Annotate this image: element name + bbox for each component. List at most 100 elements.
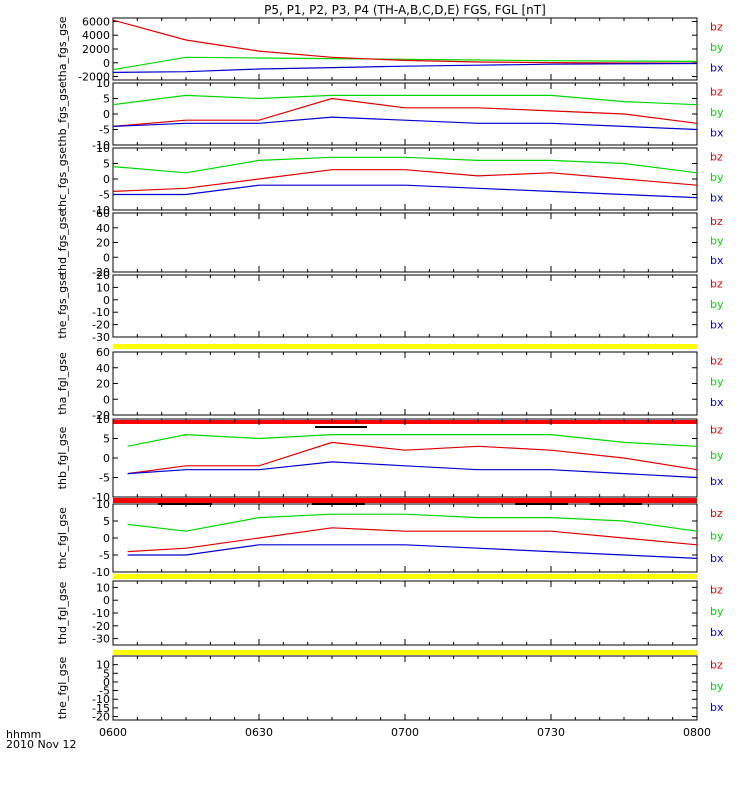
y-tick-label: -10: [92, 607, 110, 620]
y-tick-label: -5: [99, 549, 110, 562]
y-tick-label: 0: [103, 452, 110, 465]
quality-bar-yellow: [113, 344, 697, 349]
y-tick-label: -10: [92, 693, 110, 706]
y-tick-label: 20: [96, 269, 110, 282]
y-tick-label: 5: [103, 158, 110, 171]
y-axis-label: the_fgs_gse: [56, 273, 69, 338]
y-tick-label: 10: [96, 581, 110, 594]
series-by-line: [127, 513, 698, 532]
y-axis-label: thc_fgl_gse: [56, 507, 69, 569]
y-tick-label: 10: [96, 498, 110, 511]
y-tick-label: -30: [92, 331, 110, 344]
y-tick-label: -5: [99, 189, 110, 202]
y-axis-label: thb_fgs_gse: [56, 81, 69, 147]
panel-tha_fgl_gse: 60 40 20 0 -20 tha_fgl_gse bz by bx: [56, 346, 724, 422]
y-tick-label: -20: [92, 266, 110, 279]
series-bx-line: [112, 116, 698, 131]
legend-by: by: [710, 235, 724, 248]
y-tick-label: -10: [92, 566, 110, 579]
y-tick-label: 0: [103, 594, 110, 607]
y-tick-label: 10: [96, 77, 110, 90]
y-tick-label: -5: [99, 124, 110, 137]
y-tick-label: 0: [103, 57, 110, 70]
chart-title: P5, P1, P2, P3, P4 (TH-A,B,C,D,E) FGS, F…: [264, 3, 546, 17]
legend-by: by: [710, 449, 724, 462]
y-tick-label: 40: [96, 362, 110, 375]
y-tick-label: 0: [103, 294, 110, 307]
y-tick-label: -10: [92, 491, 110, 504]
legend-bz: bz: [710, 150, 723, 163]
series-by-line: [112, 56, 698, 71]
series-bx-line: [127, 461, 698, 479]
legend-by: by: [710, 171, 724, 184]
panel-thb_fgs_gse: 10 5 0 -5 -10 thb_fgs_gse bz by bx: [56, 77, 724, 152]
panel-frame: [112, 212, 698, 273]
panel-frame: [112, 655, 698, 721]
y-tick-label: -30: [92, 633, 110, 646]
y-tick-label: -10: [92, 204, 110, 217]
series-bz-line: [112, 97, 698, 127]
series-by-line: [112, 156, 698, 174]
y-tick-label: -20: [92, 620, 110, 633]
y-tick-label: -20: [92, 711, 110, 724]
y-tick-label: 20: [96, 237, 110, 250]
y-tick-label: 40: [96, 222, 110, 235]
x-tick-label: 0730: [537, 726, 565, 739]
legend-bz: bz: [710, 355, 723, 368]
y-axis-label: the_fgl_gse: [56, 657, 69, 720]
y-axis-label: thd_fgs_gse: [56, 210, 69, 276]
legend-bz: bz: [710, 277, 723, 290]
panel-thb_fgl_gse: 10 5 0 -5 -10 thb_fgl_gse bz by bx: [56, 413, 724, 504]
y-axis-label: tha_fgl_gse: [56, 352, 69, 415]
legend-bz: bz: [710, 215, 723, 228]
flag-segment: [315, 426, 367, 428]
y-tick-label: -10: [92, 306, 110, 319]
y-axis-label: tha_fgs_gse: [56, 16, 69, 81]
y-tick-label: -5: [99, 472, 110, 485]
series-bz-line: [112, 169, 698, 192]
y-tick-label: 0: [103, 393, 110, 406]
y-tick-label: 4000: [82, 29, 110, 42]
y-tick-label: 5: [103, 515, 110, 528]
series-bx-line: [127, 544, 698, 559]
x-tick-label: 0800: [683, 726, 711, 739]
y-tick-label: 5: [103, 93, 110, 106]
y-tick-label: 2000: [82, 43, 110, 56]
y-tick-label: 5: [103, 667, 110, 680]
y-tick-label: 5: [103, 433, 110, 446]
panel-thc_fgl_gse: 10 5 0 -5 -10 thc_fgl_gse bz by bx: [56, 498, 724, 579]
quality-bars: [113, 344, 697, 655]
legend-by: by: [710, 680, 724, 693]
y-tick-label: 20: [96, 378, 110, 391]
panel-frame: [112, 274, 698, 338]
x-tick-label: 0600: [99, 726, 127, 739]
time-axis: 0600 0630 0700 0730 0800: [99, 726, 711, 739]
y-tick-label: 0: [103, 251, 110, 264]
legend-bz: bz: [710, 507, 723, 520]
y-tick-label: 60: [96, 346, 110, 359]
y-tick-label: 10: [96, 281, 110, 294]
y-tick-label: 0: [103, 173, 110, 186]
y-tick-label: -2000: [78, 71, 110, 84]
y-tick-label: -20: [92, 409, 110, 422]
legend-bx: bx: [710, 701, 724, 714]
legend-bx: bx: [710, 191, 724, 204]
quality-bar-yellow: [113, 650, 697, 655]
y-tick-label: -10: [92, 139, 110, 152]
panel-thd_fgl_gse: 100-10-20-30 thd_fgl_gse bz by bx: [56, 580, 724, 646]
legend-by: by: [710, 530, 724, 543]
x-tick-label: 0630: [245, 726, 273, 739]
legend-bz: bz: [710, 423, 723, 436]
y-tick-label: -20: [92, 319, 110, 332]
legend-bx: bx: [710, 552, 724, 565]
legend-by: by: [710, 106, 724, 119]
y-tick-label: 10: [96, 142, 110, 155]
legend-bx: bx: [710, 318, 724, 331]
legend-bx: bx: [710, 61, 724, 74]
series-by-line: [112, 94, 698, 106]
